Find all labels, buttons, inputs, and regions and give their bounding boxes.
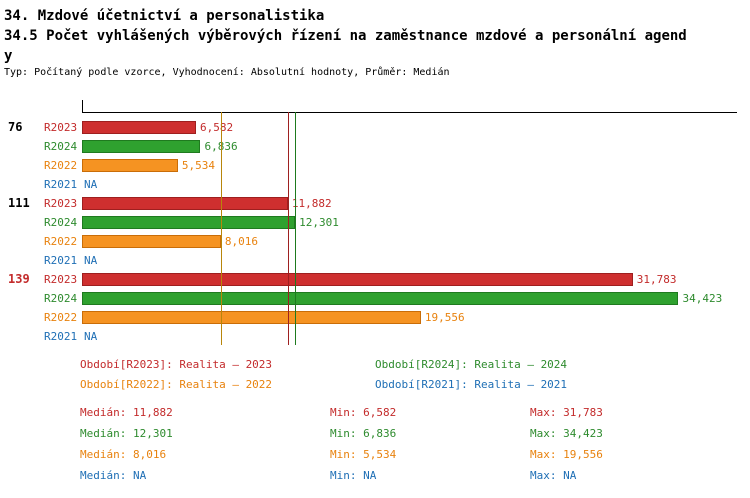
bar-row: R2024 12,301 (0, 213, 750, 232)
stat-max-r2021: Max: NA (530, 469, 577, 482)
top-axis-line (82, 112, 737, 113)
bar-r2022 (82, 159, 178, 172)
stat-min-r2024: Min: 6,836 (330, 427, 397, 440)
stat-max-r2023: Max: 31,783 (530, 406, 603, 419)
stats-table: Medián: 11,882 Min: 6,582 Max: 31,783 Me… (0, 407, 750, 482)
series-label-r2022: R2022 (44, 159, 78, 172)
series-label-r2021: R2021 (44, 330, 78, 343)
bar-r2023 (82, 121, 197, 134)
chart-legend: Období[R2023]: Realita – 2023 Období[R20… (0, 359, 750, 391)
bar-r2024 (82, 292, 679, 305)
bar-row: R2024 6,836 (0, 137, 750, 156)
report-title-line-1: 34. Mzdové účetnictví a personalistika (4, 8, 325, 24)
series-label-r2022: R2022 (44, 311, 78, 324)
bar-track: 5,534 (82, 159, 737, 172)
bar-row: R2022 5,534 (0, 156, 750, 175)
bar-track: 8,016 (82, 235, 737, 248)
bar-track: NA (82, 178, 737, 191)
bar-value-label: 19,556 (424, 311, 465, 324)
report-title-line-3: y (4, 48, 13, 64)
bar-r2023 (82, 197, 288, 210)
series-label-r2024: R2024 (44, 292, 78, 305)
group-label: 76 (8, 120, 23, 134)
bar-value-label: 11,882 (291, 197, 332, 210)
stat-min-r2022: Min: 5,534 (330, 448, 397, 461)
bar-track: 12,301 (82, 216, 737, 229)
bar-track: 6,836 (82, 140, 737, 153)
bar-r2024 (82, 140, 201, 153)
stat-max-r2022: Max: 19,556 (530, 448, 603, 461)
bar-group-139: 139 R2023 31,783 R2024 34,423 R (0, 270, 750, 346)
series-label-r2021: R2021 (44, 254, 78, 267)
series-label-r2022: R2022 (44, 235, 78, 248)
bar-value-label: 6,836 (204, 140, 238, 153)
bar-group-76: 76 R2023 6,582 R2024 6,836 R202 (0, 118, 750, 194)
stat-median-r2021: Medián: NA (80, 469, 147, 482)
bar-value-label: 12,301 (299, 216, 339, 229)
group-label: 111 (8, 196, 30, 210)
bar-track: NA (82, 330, 737, 343)
bar-track: NA (82, 254, 737, 267)
bar-value-label: NA (84, 254, 98, 267)
bar-track: 6,582 (82, 121, 737, 134)
bar-track: 19,556 (82, 311, 737, 324)
legend-item-r2023: Období[R2023]: Realita – 2023 (80, 358, 273, 371)
bar-row: R2024 34,423 (0, 289, 750, 308)
axis-origin-tick (82, 100, 83, 112)
legend-item-r2024: Období[R2024]: Realita – 2024 (375, 358, 568, 371)
bar-r2023 (82, 273, 633, 286)
bar-row: R2023 6,582 (0, 118, 750, 137)
bar-row: R2023 11,882 (0, 194, 750, 213)
bar-row: R2022 19,556 (0, 308, 750, 327)
bar-track: 11,882 (82, 197, 737, 210)
series-label-r2024: R2024 (44, 140, 78, 153)
series-label-r2023: R2023 (44, 197, 78, 210)
legend-item-r2022: Období[R2022]: Realita – 2022 (80, 378, 273, 391)
series-label-r2023: R2023 (44, 273, 78, 286)
report-subtitle: Typ: Počítaný podle vzorce, Vyhodnocení:… (4, 67, 450, 78)
bar-r2024 (82, 216, 296, 229)
bar-value-label: NA (84, 330, 98, 343)
stat-max-r2024: Max: 34,423 (530, 427, 603, 440)
series-label-r2021: R2021 (44, 178, 78, 191)
bar-value-label: 8,016 (224, 235, 259, 248)
series-label-r2023: R2023 (44, 121, 78, 134)
report-header: 34. Mzdové účetnictví a personalistika 3… (0, 0, 750, 80)
bar-row: R2021 NA (0, 175, 750, 194)
bar-r2022 (82, 311, 421, 324)
stat-min-r2021: Min: NA (330, 469, 377, 482)
bar-value-label: 6,582 (200, 121, 234, 134)
bar-value-label: 34,423 (682, 292, 723, 305)
bar-track: 34,423 (82, 292, 737, 305)
bar-groups: 76 R2023 6,582 R2024 6,836 R202 (0, 118, 750, 346)
group-label: 139 (8, 272, 30, 286)
stat-median-r2023: Medián: 11,882 (80, 406, 173, 419)
bar-group-111: 111 R2023 11,882 R2024 12,301 R (0, 194, 750, 270)
bar-value-label: 5,534 (181, 159, 216, 172)
bar-row: R2023 31,783 (0, 270, 750, 289)
bar-row: R2021 NA (0, 327, 750, 346)
bar-r2022 (82, 235, 221, 248)
bar-chart: 76 R2023 6,582 R2024 6,836 R202 (0, 100, 750, 346)
report-title-line-2: 34.5 Počet vyhlášených výběrových řízení… (4, 28, 687, 44)
stat-median-r2022: Medián: 8,016 (80, 448, 167, 461)
stat-median-r2024: Medián: 12,301 (80, 427, 173, 440)
series-label-r2024: R2024 (44, 216, 78, 229)
bar-value-label: 31,783 (636, 273, 677, 286)
stat-min-r2023: Min: 6,582 (330, 406, 397, 419)
bar-value-label: NA (84, 178, 98, 191)
bar-row: R2021 NA (0, 251, 750, 270)
bar-track: 31,783 (82, 273, 737, 286)
legend-item-r2021: Období[R2021]: Realita – 2021 (375, 378, 568, 391)
bar-row: R2022 8,016 (0, 232, 750, 251)
